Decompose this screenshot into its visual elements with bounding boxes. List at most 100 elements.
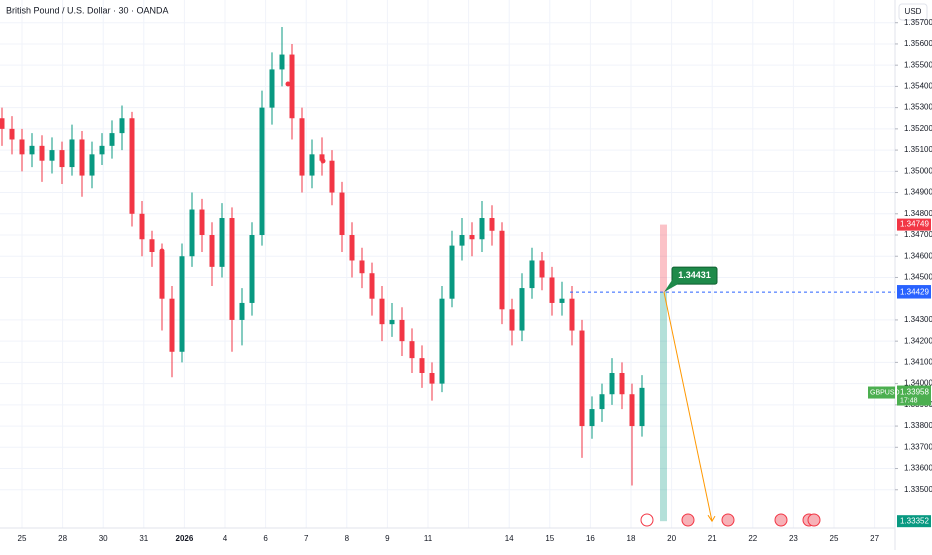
y-tick-label: 1.35000 <box>904 166 932 175</box>
y-tick-label: 1.35100 <box>904 145 932 154</box>
candle-body <box>549 277 555 303</box>
y-tick-label: 1.35200 <box>904 124 932 133</box>
candle-body <box>249 235 255 303</box>
x-tick-label: 8 <box>345 534 350 543</box>
event-dot[interactable] <box>285 81 291 87</box>
candle-body <box>579 330 585 427</box>
y-tick-label: 1.34100 <box>904 357 932 366</box>
candle-body <box>469 235 475 240</box>
x-tick-label: 18 <box>627 534 636 543</box>
stop-price-label-bg <box>897 218 931 231</box>
x-tick-label: 20 <box>667 534 676 543</box>
y-tick-label: 1.35300 <box>904 103 932 112</box>
candle-body <box>439 298 445 384</box>
candle-body <box>299 118 305 176</box>
candle-body <box>29 145 35 155</box>
x-tick-label: 6 <box>263 534 268 543</box>
candle-body <box>329 160 335 193</box>
stop-zone <box>660 224 667 293</box>
last-price-bg <box>897 385 931 406</box>
x-tick-label: 4 <box>223 534 228 543</box>
y-tick-label: 1.35700 <box>904 18 932 27</box>
y-tick-label: 1.33800 <box>904 421 932 430</box>
symbol-label-bg <box>868 386 895 399</box>
candle-body <box>529 260 535 289</box>
x-tick-label: 7 <box>304 534 309 543</box>
candle-body <box>79 139 85 176</box>
event-icon[interactable] <box>807 513 821 527</box>
candle-body <box>219 218 225 267</box>
candle-body <box>559 298 565 303</box>
x-tick-label: 14 <box>505 534 514 543</box>
candle-body <box>379 298 385 325</box>
candle-body <box>229 218 235 320</box>
symbol-label: GBPUSD <box>870 389 900 396</box>
x-tick-label: 16 <box>586 534 595 543</box>
grid <box>0 0 895 528</box>
forecast-arrowhead <box>707 514 716 523</box>
y-tick-label: 1.34200 <box>904 336 932 345</box>
x-tick-label: 31 <box>139 534 148 543</box>
price-label: 1.34429 <box>900 288 929 297</box>
events <box>640 513 821 527</box>
candle-body <box>99 145 105 155</box>
target-zone <box>660 292 667 522</box>
x-tick-label: 23 <box>789 534 798 543</box>
candle-body <box>479 218 485 240</box>
y-tick-label: 1.34000 <box>904 379 932 388</box>
event-icon[interactable] <box>681 513 695 527</box>
candle-body <box>499 230 505 310</box>
y-tick-label: 1.34600 <box>904 251 932 260</box>
y-tick-label: 1.33500 <box>904 485 932 494</box>
y-tick-label: 1.35400 <box>904 82 932 91</box>
currency-button[interactable] <box>898 3 928 21</box>
price-label-bg <box>897 286 931 299</box>
candle-body <box>349 235 355 261</box>
candle-body <box>49 150 55 161</box>
y-tick-label: 1.34500 <box>904 273 932 282</box>
event-dot[interactable] <box>320 158 326 164</box>
x-tick-label: 15 <box>545 534 554 543</box>
stop-price-label: 1.34749 <box>900 220 929 229</box>
countdown: 17:48 <box>900 397 918 404</box>
event-dot[interactable] <box>159 248 165 254</box>
x-tick-label: 2026 <box>176 534 194 543</box>
candle-body <box>109 133 115 146</box>
event-icon[interactable] <box>721 513 735 527</box>
event-icon[interactable] <box>640 513 654 527</box>
candle-body <box>419 358 425 373</box>
candle-body <box>489 218 495 231</box>
candle-body <box>189 209 195 257</box>
x-tick-label: 30 <box>99 534 108 543</box>
entry-label: 1.34431 <box>678 270 711 280</box>
candle-body <box>459 235 465 246</box>
candle-body <box>179 256 185 352</box>
candle-body <box>509 309 515 331</box>
candle-body <box>279 54 285 70</box>
candle-body <box>119 118 125 134</box>
entry-label-pointer <box>664 280 678 293</box>
entry-label-bg <box>671 266 718 285</box>
y-tick-label: 1.35500 <box>904 60 932 69</box>
x-tick-label: 25 <box>830 534 839 543</box>
y-tick-label: 1.34700 <box>904 230 932 239</box>
candle-body <box>169 298 175 352</box>
target-price-label-bg <box>897 515 931 528</box>
candle-body <box>339 192 345 236</box>
y-tick-label: 1.33700 <box>904 442 932 451</box>
candle-body <box>269 69 275 108</box>
event-icon[interactable] <box>774 513 788 527</box>
y-tick-label: 1.34300 <box>904 315 932 324</box>
candle-body <box>39 145 45 161</box>
candle-body <box>359 260 365 274</box>
candle-body <box>199 209 205 236</box>
candle-body <box>129 118 135 214</box>
candle-body <box>209 235 215 267</box>
currency[interactable]: USD <box>905 7 922 16</box>
candle-body <box>399 319 405 342</box>
x-tick-label: 25 <box>18 534 27 543</box>
candle-body <box>449 245 455 299</box>
candle-body <box>629 394 635 427</box>
